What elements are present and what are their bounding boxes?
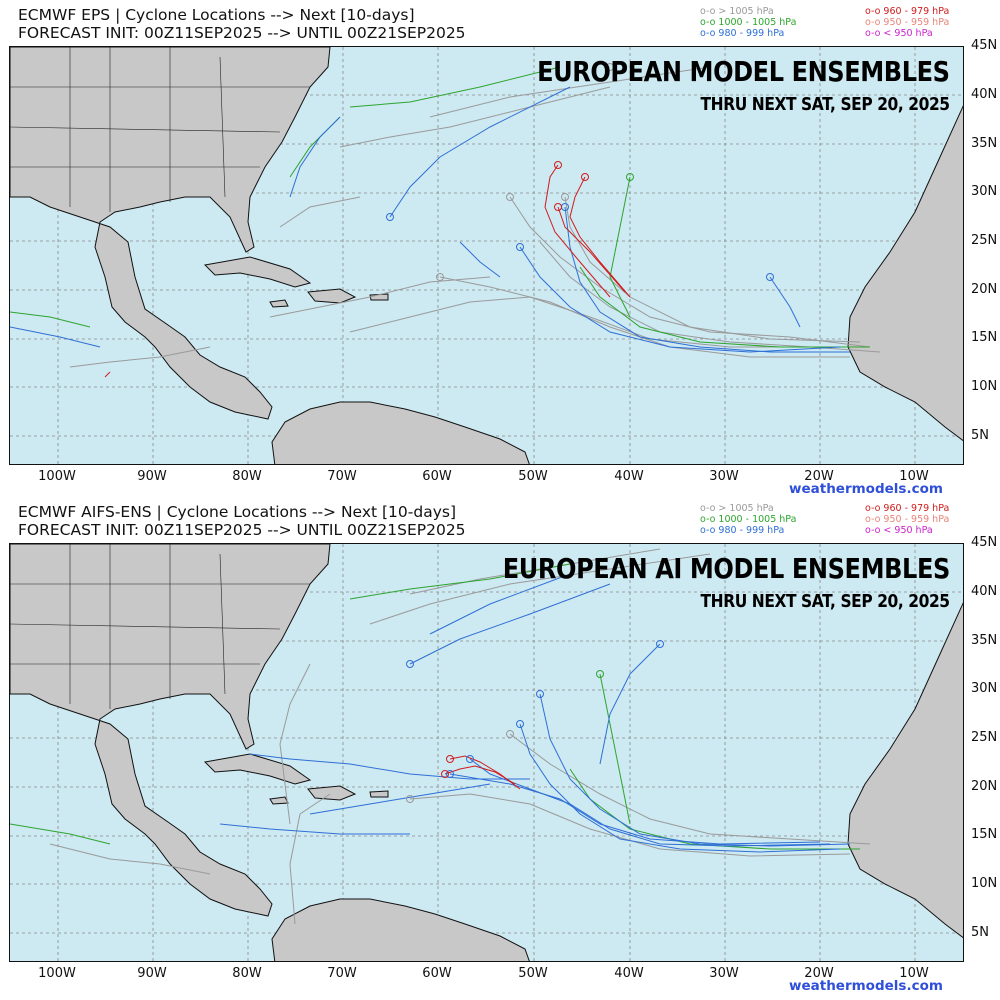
lon-label: 10W	[899, 469, 929, 484]
panel-title: EUROPEAN AI MODEL ENSEMBLES	[502, 552, 951, 585]
legend-item: o-o > 1005 hPa	[700, 503, 774, 514]
state-borders	[10, 544, 310, 709]
storm-tracks	[10, 548, 871, 925]
map-area	[9, 543, 964, 962]
lat-label: 40N	[971, 584, 998, 599]
lat-label: 15N	[971, 827, 998, 842]
lat-label: 25N	[971, 233, 998, 248]
legend-item: o-o > 1005 hPa	[700, 6, 774, 17]
land-masses	[10, 544, 963, 961]
lon-label: 30W	[709, 469, 739, 484]
lon-label: 30W	[709, 966, 739, 981]
map-svg	[10, 544, 963, 961]
lon-label: 70W	[327, 966, 357, 981]
lon-label: 100W	[38, 469, 76, 484]
panel-subtitle: THRU NEXT SAT, SEP 20, 2025	[700, 94, 951, 115]
legend-left: o-o > 1005 hPa o-o 1000 - 1005 hPa o-o 9…	[700, 503, 796, 536]
legend-item: o-o 960 - 979 hPa	[865, 6, 950, 17]
storm-tracks	[10, 66, 881, 378]
lat-label: 35N	[971, 633, 998, 648]
legend-item: o-o 980 - 999 hPa	[700, 28, 785, 39]
lat-label: 20N	[971, 282, 998, 297]
lat-label: 35N	[971, 136, 998, 151]
lat-label: 15N	[971, 330, 998, 345]
lon-label: 90W	[137, 966, 167, 981]
track-nodes	[386, 63, 774, 281]
lat-label: 20N	[971, 779, 998, 794]
lon-label: 20W	[804, 966, 834, 981]
panel-header-model: ECMWF EPS | Cyclone Locations --> Next […	[18, 6, 415, 24]
bottom-panel: ECMWF AIFS-ENS | Cyclone Locations --> N…	[0, 497, 1000, 994]
credit-link[interactable]: weathermodels.com	[789, 978, 943, 994]
lon-label: 100W	[38, 966, 76, 981]
legend-left: o-o > 1005 hPa o-o 1000 - 1005 hPa o-o 9…	[700, 6, 796, 39]
credit-link[interactable]: weathermodels.com	[789, 481, 943, 497]
legend-right: o-o 960 - 979 hPa o-o 950 - 959 hPa o-o …	[865, 6, 949, 39]
track-nodes	[406, 640, 664, 803]
panel-header-init: FORECAST INIT: 00Z11SEP2025 --> UNTIL 00…	[18, 24, 466, 42]
lat-label: 5N	[971, 428, 989, 443]
top-panel: ECMWF EPS | Cyclone Locations --> Next […	[0, 0, 1000, 497]
legend-item: o-o 1000 - 1005 hPa	[700, 17, 797, 28]
map-area	[9, 46, 964, 465]
legend-item: o-o < 950 hPa	[865, 28, 933, 39]
lat-label: 30N	[971, 681, 998, 696]
legend-item: o-o 950 - 959 hPa	[865, 17, 950, 28]
lon-label: 20W	[804, 469, 834, 484]
lon-label: 50W	[518, 469, 548, 484]
panel-title: EUROPEAN MODEL ENSEMBLES	[537, 55, 951, 88]
panel-header-init: FORECAST INIT: 00Z11SEP2025 --> UNTIL 00…	[18, 521, 466, 539]
legend-right: o-o 960 - 979 hPa o-o 950 - 959 hPa o-o …	[865, 503, 949, 536]
land-masses	[10, 47, 963, 464]
lon-label: 80W	[232, 966, 262, 981]
legend-item: o-o < 950 hPa	[865, 525, 933, 536]
legend-item: o-o 950 - 959 hPa	[865, 514, 950, 525]
legend-item: o-o 980 - 999 hPa	[700, 525, 785, 536]
lat-label: 45N	[971, 38, 998, 53]
map-svg	[10, 47, 963, 464]
lat-label: 25N	[971, 730, 998, 745]
lon-label: 40W	[614, 469, 644, 484]
lat-label: 45N	[971, 535, 998, 550]
legend-item: o-o 1000 - 1005 hPa	[700, 514, 797, 525]
lon-label: 10W	[899, 966, 929, 981]
lat-label: 30N	[971, 184, 998, 199]
panel-header-model: ECMWF AIFS-ENS | Cyclone Locations --> N…	[18, 503, 456, 521]
lat-label: 40N	[971, 87, 998, 102]
lat-label: 10N	[971, 379, 998, 394]
lon-label: 40W	[614, 966, 644, 981]
lon-label: 80W	[232, 469, 262, 484]
lon-label: 70W	[327, 469, 357, 484]
panel-subtitle: THRU NEXT SAT, SEP 20, 2025	[700, 591, 951, 612]
lat-label: 10N	[971, 876, 998, 891]
lat-label: 5N	[971, 925, 989, 940]
state-borders	[10, 47, 310, 212]
lon-label: 60W	[422, 469, 452, 484]
lon-label: 90W	[137, 469, 167, 484]
legend-item: o-o 960 - 979 hPa	[865, 503, 950, 514]
lon-label: 50W	[518, 966, 548, 981]
lon-label: 60W	[422, 966, 452, 981]
